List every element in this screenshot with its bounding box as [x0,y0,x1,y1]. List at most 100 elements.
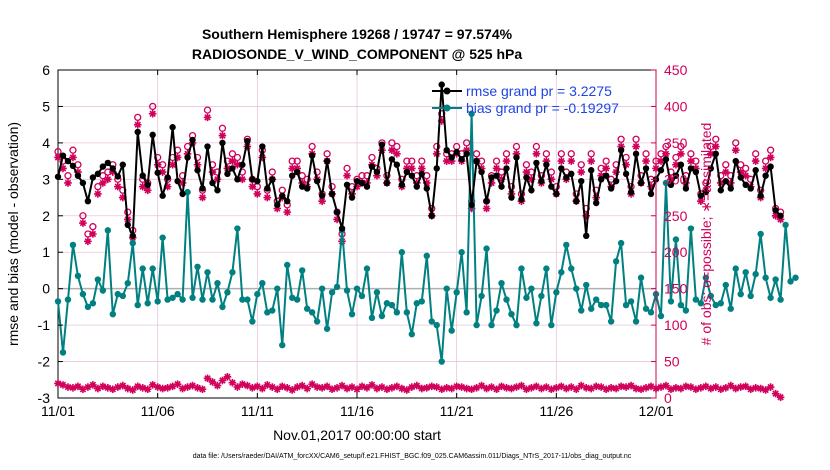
obs-bottom-marker [677,384,685,393]
bias-point [189,294,196,301]
obs-possible-marker [587,150,595,158]
rmse-point [533,159,540,167]
bias-point [204,269,211,276]
bias-point [219,303,226,311]
obs-possible-marker [602,157,610,165]
obs-bottom-marker [422,383,431,392]
bias-point [722,281,729,289]
obs-bottom-marker [612,384,620,393]
bias-point [742,269,749,276]
obs-bottom-marker [143,385,152,394]
bias-point [463,309,470,316]
obs-possible-marker [687,150,695,158]
obs-bottom-marker [74,382,82,391]
obs-assimilated-marker [487,179,496,187]
rmse-point [254,177,261,185]
bias-point [119,292,126,300]
obs-assimilated-marker [622,160,630,169]
rmse-point [443,146,450,154]
obs-bottom-marker [123,384,132,393]
bias-point [89,300,97,307]
rmse-point [383,179,391,187]
bias-point [563,241,570,249]
obs-assimilated-marker [692,164,700,173]
rmse-point [408,172,416,179]
obs-bottom-marker [243,381,252,390]
obs-assimilated-marker [642,157,650,165]
obs-bottom-marker [547,385,556,394]
obs-assimilated-marker [482,204,491,213]
rmse-point [528,187,535,194]
obs-bottom-marker [54,379,62,388]
rmse-point [702,188,710,196]
obs-possible-marker [403,157,411,165]
series-layer [54,81,799,402]
rmse-point [508,194,515,201]
obs-assimilated-marker [617,142,625,151]
obs-bottom-marker [687,383,695,391]
bias-point [348,310,356,318]
obs-assimilated-marker [567,157,576,165]
bias-point [702,274,710,281]
rmse-point [662,156,670,163]
obs-assimilated-marker [263,193,272,202]
obs-possible-marker [632,135,640,143]
rmse-point [159,192,166,199]
bias-point [318,285,326,292]
bias-point [308,309,316,316]
bias-point [174,290,181,298]
obs-bottom-marker [542,383,551,391]
rmse-point [64,157,72,165]
obs-bottom-marker [452,382,461,391]
obs-assimilated-marker [218,131,227,140]
bias-point [139,265,146,272]
bias-point [428,318,435,325]
rmse-point [219,139,226,147]
obs-bottom-marker [731,384,740,393]
rmse-point [642,165,650,172]
obs-bottom-marker [253,382,262,391]
obs-bottom-marker [657,383,665,391]
obs-assimilated-marker [343,171,351,180]
rmse-point [578,177,585,185]
obs-possible-marker [293,157,301,165]
obs-possible-marker [577,161,585,169]
rmse-point [732,157,739,165]
x-tick-label: 11/21 [440,403,474,419]
bias-point [129,239,136,247]
bias-point [627,298,635,305]
bias-point [358,292,366,300]
y-left-tick-label: 3 [42,171,50,187]
obs-assimilated-marker [707,150,715,158]
obs-possible-marker [388,139,396,147]
rmse-point [742,181,749,188]
rmse-point [59,152,67,159]
obs-assimilated-marker [557,157,566,165]
obs-bottom-marker [64,383,72,391]
rmse-point [558,165,565,172]
obs-assimilated-marker [89,230,97,238]
obs-possible-marker [149,102,157,111]
obs-assimilated-marker [477,164,486,173]
rmse-point [114,173,122,180]
obs-possible-marker [766,146,775,154]
bias-point [179,296,186,303]
bias-point [423,252,430,260]
bias-point [373,289,381,296]
obs-possible-marker [203,106,212,114]
obs-assimilated-marker [672,160,680,169]
obs-bottom-marker [592,382,600,391]
bias-point [134,301,141,309]
obs-assimilated-marker [353,182,361,191]
rmse-point [458,156,465,163]
obs-assimilated-marker [776,215,785,224]
bias-point [378,312,386,320]
obs-assimilated-marker [736,168,745,176]
bias-point [468,110,475,117]
bias-point [433,321,440,329]
obs-possible-marker [268,168,276,176]
obs-assimilated-marker [657,157,665,165]
y-right-tick-label: 200 [664,244,688,260]
obs-possible-marker [64,172,72,180]
obs-bottom-marker [323,382,331,391]
